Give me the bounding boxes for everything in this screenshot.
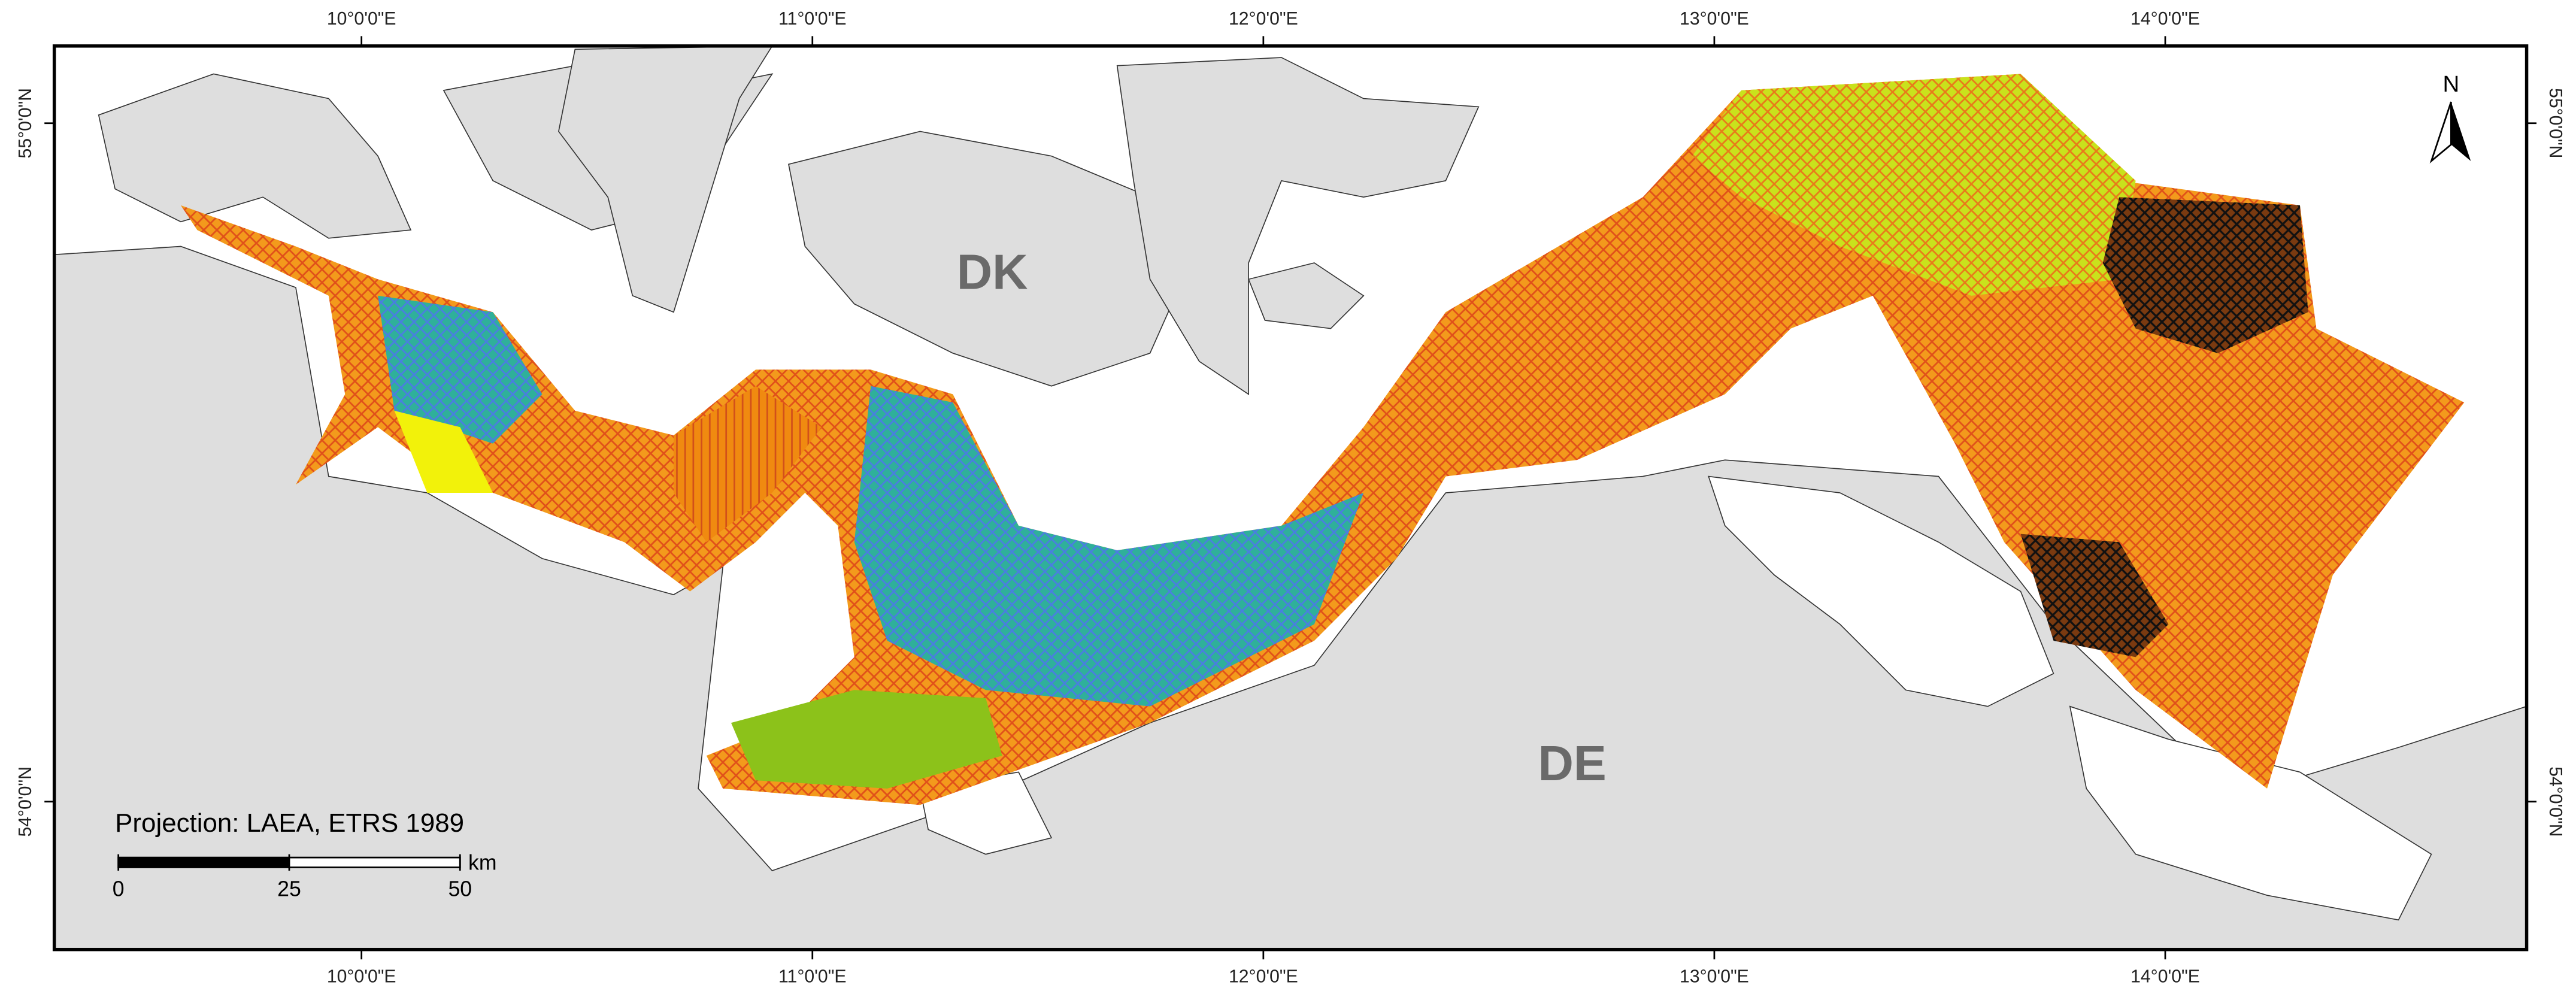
projection-note: Projection: LAEA, ETRS 1989	[115, 808, 464, 838]
habitat-zone	[854, 386, 1364, 707]
habitat-zone	[731, 690, 1002, 789]
country-label: DK	[957, 245, 1028, 300]
land	[1116, 57, 1480, 395]
lagoon	[2069, 705, 2432, 921]
habitat-zone	[394, 410, 493, 493]
country-label: DE	[1538, 736, 1606, 791]
longitude-label: 13°0'0"E	[1680, 9, 1749, 29]
land	[1248, 262, 1365, 329]
longitude-label: 11°0'0"E	[778, 966, 846, 986]
latitude-label: 55°0'0"N	[16, 88, 35, 158]
habitat-zone	[673, 386, 822, 543]
longitude-label: 10°0'0"E	[327, 9, 396, 29]
land	[788, 131, 1184, 387]
scale-label: 25	[277, 877, 301, 901]
land	[54, 246, 2527, 950]
habitat-zone	[378, 295, 543, 444]
latitude-label: 55°0'0"N	[2545, 88, 2565, 158]
map-frame	[52, 44, 2529, 951]
habitat-zone	[1692, 74, 2136, 296]
longitude-label: 10°0'0"E	[327, 966, 396, 986]
north-arrow	[2429, 101, 2452, 163]
longitude-label: 14°0'0"E	[2130, 9, 2200, 29]
scale-label: 50	[448, 877, 472, 901]
longitude-label: 13°0'0"E	[1680, 966, 1749, 986]
land	[98, 73, 412, 239]
longitude-label: 12°0'0"E	[1229, 9, 1298, 29]
scale-label: 0	[113, 877, 125, 901]
scale-bar: 0 25 50 km	[113, 850, 497, 901]
north-label: N	[2442, 71, 2459, 97]
scale-segment	[288, 856, 461, 868]
land	[558, 46, 773, 313]
map-body	[54, 46, 2527, 950]
lagoon	[1708, 475, 2054, 707]
scale-unit: km	[468, 850, 497, 874]
latitude-label: 54°0'0"N	[2545, 766, 2565, 837]
habitat-zone	[2020, 534, 2169, 657]
north-arrow	[2451, 102, 2471, 161]
latitude-label: 54°0'0"N	[16, 766, 35, 837]
longitude-label: 14°0'0"E	[2130, 966, 2200, 986]
scale-segment	[117, 856, 290, 868]
habitat-zone	[2102, 197, 2308, 353]
longitude-label: 11°0'0"E	[778, 9, 846, 29]
longitude-label: 12°0'0"E	[1229, 966, 1298, 986]
